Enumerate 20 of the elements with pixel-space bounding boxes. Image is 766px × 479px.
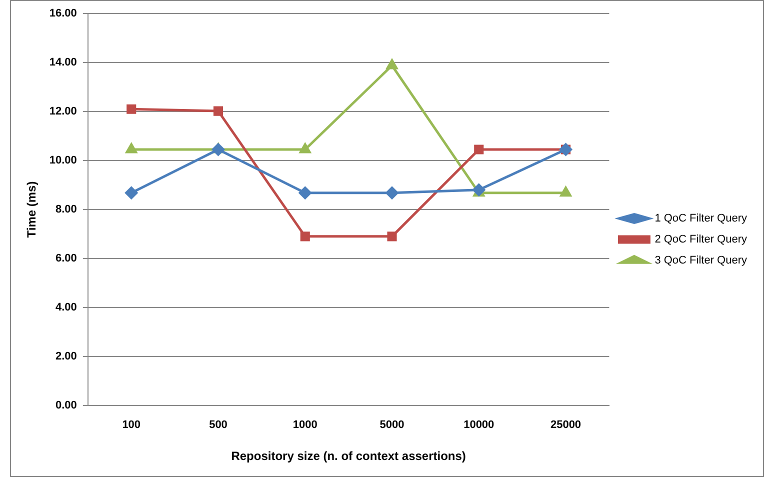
x-tick-label: 25000: [550, 419, 582, 432]
x-tick-label: 100: [122, 419, 141, 432]
legend-label: 2 QoC Filter Query: [654, 234, 748, 246]
y-tick-label: 4.00: [56, 301, 77, 314]
y-axis-title: Time (ms): [24, 181, 39, 238]
x-tick-label: 500: [209, 419, 228, 432]
y-tick-label: 16.00: [49, 8, 77, 20]
x-tick-label: 1000: [292, 419, 318, 432]
legend-label: 1 QoC Filter Query: [654, 212, 748, 225]
y-tick-label: 12.00: [49, 106, 77, 118]
y-tick-label: 8.00: [56, 204, 77, 216]
y-tick-label: 0.00: [56, 399, 77, 412]
y-tick-label: 6.00: [56, 252, 77, 265]
x-axis-title: Repository size (n. of context assertions): [231, 449, 466, 464]
x-tick-label: 5000: [380, 419, 404, 432]
legend-label: 3 QoC Filter Query: [654, 254, 748, 267]
y-tick-label: 14.00: [49, 56, 77, 69]
x-tick-label: 10000: [464, 419, 494, 432]
y-tick-label: 2.00: [56, 350, 77, 362]
y-tick-label: 10.00: [49, 154, 77, 167]
